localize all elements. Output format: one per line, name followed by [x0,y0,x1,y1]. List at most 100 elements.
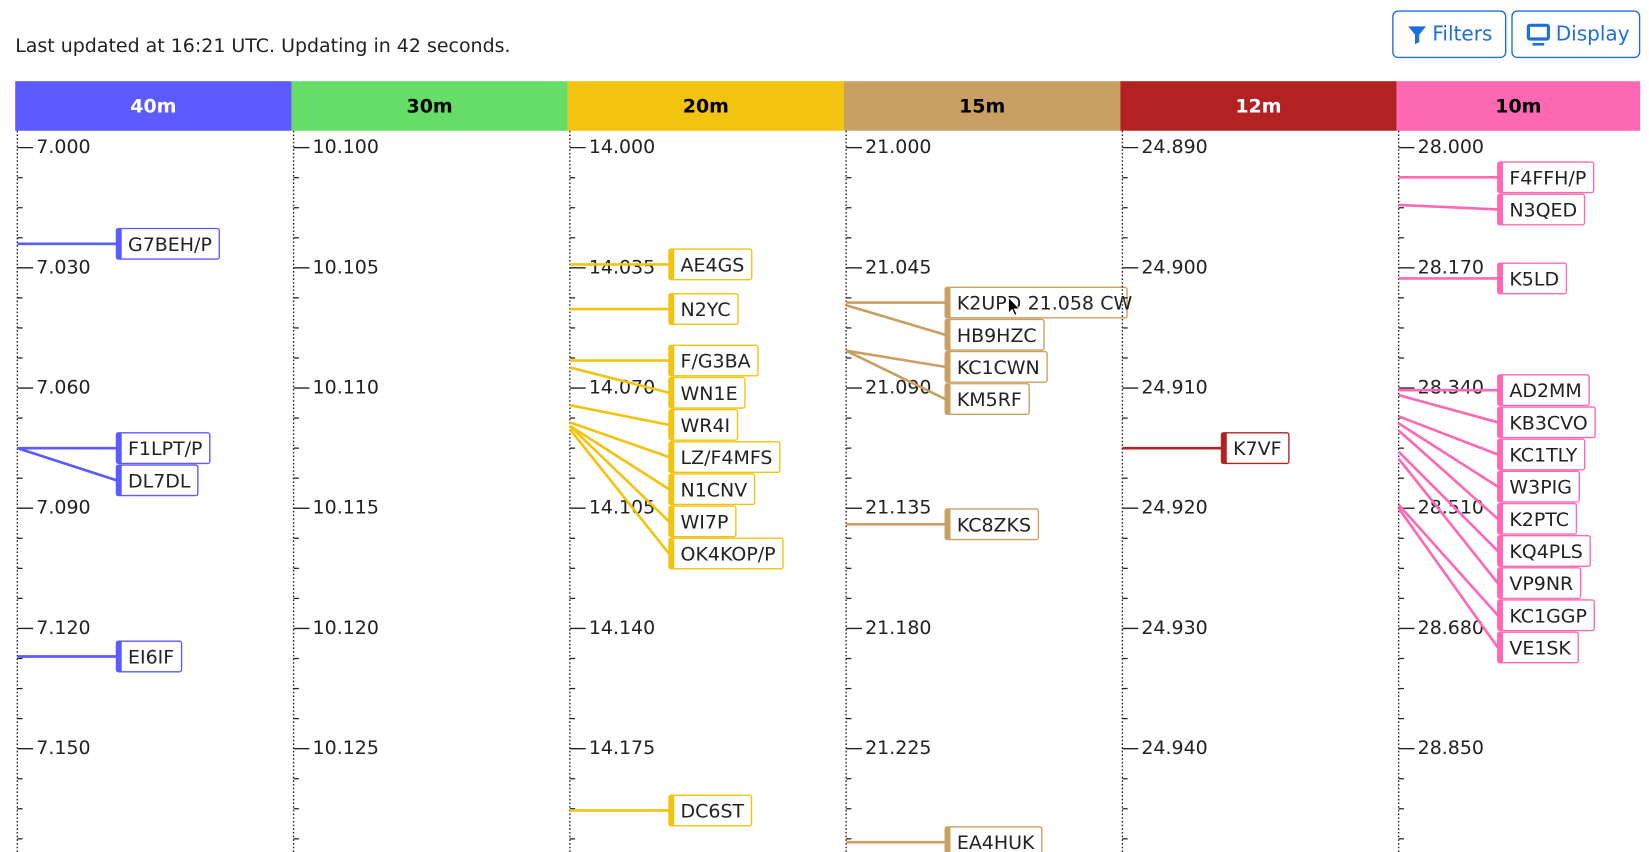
spot-text: AD2MM [1509,380,1581,402]
spot-call: W3PIG [1509,476,1572,498]
spot-call: K5LD [1509,268,1559,290]
band-header [1396,81,1641,131]
band-name: 12m [1235,96,1281,118]
spot-call: DC6ST [681,800,745,822]
spot-call: F/G3BA [681,350,751,372]
spot-label: KC1TLY [1497,438,1586,471]
spot-label: AD2MM [1497,374,1590,407]
tick-label: 28.850 [1418,737,1484,759]
tick-label: 24.910 [1141,377,1207,399]
spot-freq: 21.058 [1028,292,1094,314]
spot-connector [1398,415,1499,456]
status-text: Last updated at 16:21 UTC. Updating in 4… [15,35,510,57]
band-header [15,81,292,131]
band-name: 40m [130,96,176,118]
filter-icon [1408,26,1427,45]
spot-call: KQ4PLS [1509,541,1583,563]
spot-label: KM5RF [944,383,1030,416]
spot-label: DL7DL [115,464,199,497]
spot-bar [1497,535,1504,567]
tick-label: 10.125 [313,737,379,759]
spot-label: F/G3BA [668,344,759,377]
button-frame[interactable] [1392,10,1507,59]
spot-connector [1398,203,1498,211]
spot-text: DL7DL [128,470,191,492]
tick-label: 10.105 [313,256,379,278]
spot-text: F1LPT/P [128,438,202,460]
spot-bar [1497,439,1504,470]
spot-call: EA4HUK [957,832,1035,852]
spot-bar [1497,407,1504,438]
monitor-icon [1526,23,1550,41]
tick-label: 21.090 [865,377,931,399]
tick-label: 24.900 [1141,256,1207,278]
spot-connector [568,424,670,523]
spot-label: F1LPT/P [115,432,211,465]
spot-call: F1LPT/P [128,438,202,460]
spot-bar [945,826,951,852]
tick-label: 7.150 [36,737,90,759]
spot-label: N3QED [1497,193,1586,226]
spot-bar [945,383,951,415]
spot-call: KC8ZKS [957,514,1031,536]
tick-label: 28.170 [1418,256,1484,278]
button-label[interactable]: Filters [1432,21,1492,45]
band-header [291,81,568,131]
spot-bar [668,377,675,409]
spot-text: AE4GS [681,254,745,276]
display-button[interactable]: Display [1511,10,1641,59]
spot-bar [668,795,675,826]
spot-bar [1497,162,1504,193]
button-label[interactable]: Display [1556,21,1630,45]
spot-call: DL7DL [128,470,191,492]
spot-text: VP9NR [1509,573,1573,595]
band-header [1120,81,1397,131]
spot-label: K2UPD 21.058 CW [944,286,1133,319]
spot-bar [668,538,675,569]
tick-label: 24.930 [1141,617,1207,639]
spot-bar [945,351,951,383]
spot-connector [569,424,670,491]
spot-label: K2PTC [1497,502,1578,535]
filters-button[interactable]: Filters [1392,10,1507,59]
tick-label: 14.035 [589,256,655,278]
spot-bar [945,287,951,318]
spot-bar [1497,263,1504,294]
tick-label: 7.030 [36,256,90,278]
spot-connector [568,428,670,555]
tick-label: 21.045 [865,256,931,278]
spot-call: N1CNV [681,479,748,501]
tick-label: 28.340 [1418,377,1484,399]
button-frame[interactable] [1511,10,1641,59]
spot-call: EI6IF [128,646,174,668]
spot-bar [1497,194,1504,225]
spot-call: N3QED [1509,199,1577,221]
spot-label: WN1E [668,376,746,409]
tick-label: 28.680 [1418,617,1484,639]
spot-call: OK4KOP/P [681,543,776,565]
spot-text: EI6IF [128,646,174,668]
spot-mode: CW [1100,292,1132,314]
spot-label: KQ4PLS [1497,534,1591,567]
spot-bar [116,641,122,672]
spot-call: K7VF [1233,438,1281,460]
spot-connector [1397,503,1499,617]
spot-label: KC1CWN [944,350,1048,383]
tick-label: 21.000 [865,136,931,158]
spot-bar [1497,374,1504,406]
spot-text: DC6ST [681,800,745,822]
spot-call: KM5RF [957,389,1022,411]
spot-text: KC1TLY [1509,444,1577,466]
spot-connector [1398,393,1499,424]
spot-label: KC8ZKS [944,508,1040,541]
spot-text: KC1GGP [1509,605,1587,627]
spot-text: W3PIG [1509,476,1572,498]
spot-bar [1497,567,1504,599]
spot-label: EI6IF [115,640,183,673]
spot-connector [845,303,946,336]
spot-call: N2YC [681,299,731,321]
spot-bar [668,441,675,473]
band-header [844,81,1121,131]
spot-connector [1397,450,1499,552]
